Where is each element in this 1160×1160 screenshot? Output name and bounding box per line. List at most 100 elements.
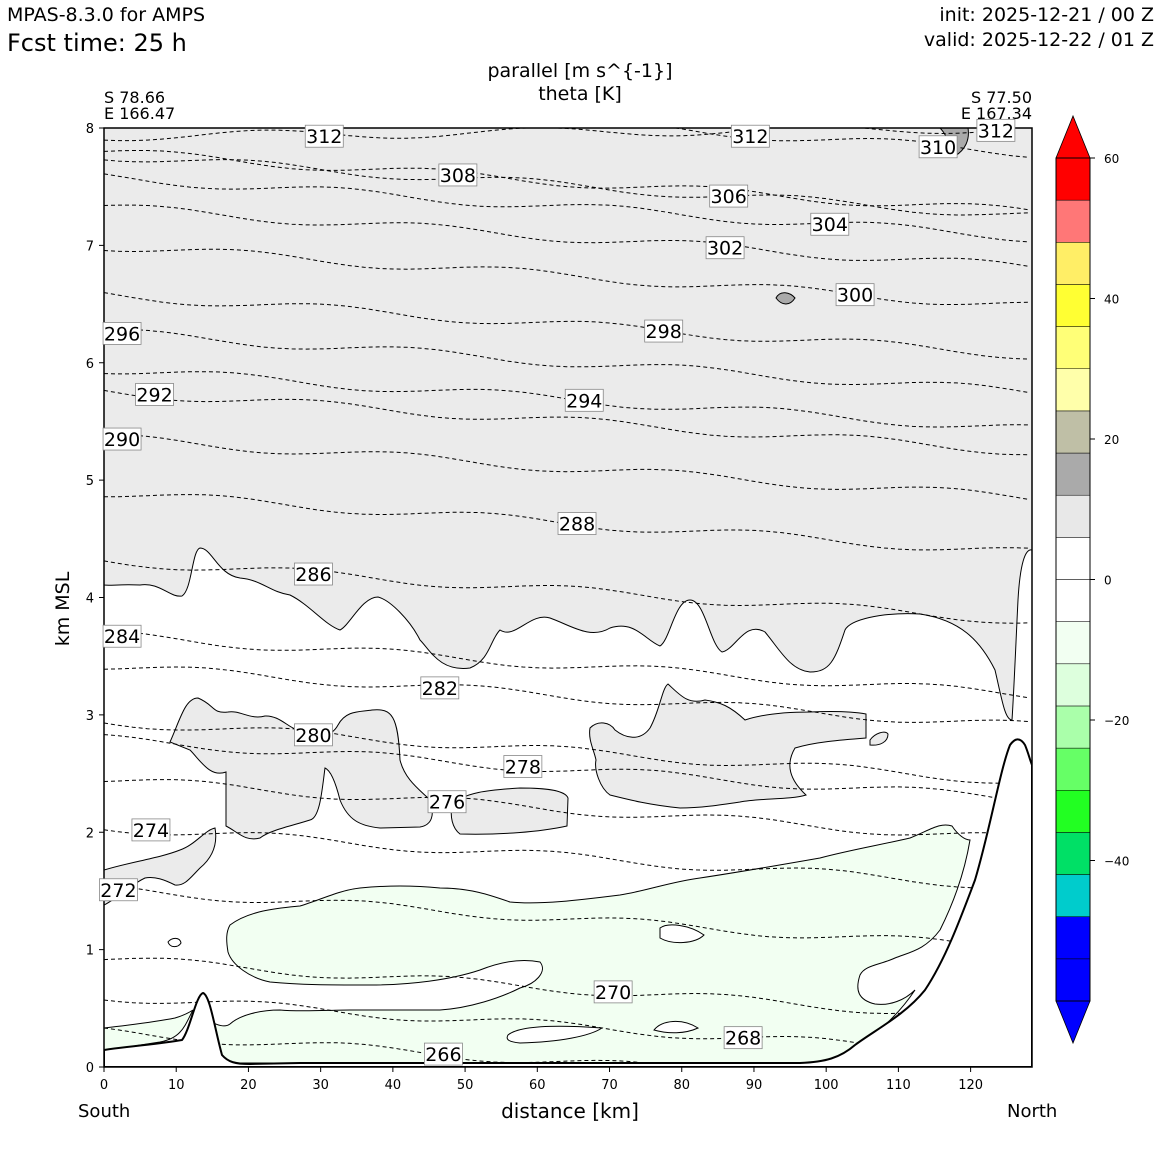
theta-line (104, 957, 1029, 1016)
theta-label: 306 (709, 184, 749, 208)
x-tick-label: 120 (958, 1078, 983, 1093)
theta-line (104, 150, 1029, 211)
colorbar-extend-max (1055, 114, 1091, 159)
x-ticks: 0 10 20 30 40 50 60 70 80 90 100 110 120 (100, 1067, 983, 1093)
theta-label-box (835, 283, 875, 307)
colorbar-extend-min (1055, 1000, 1091, 1045)
x-tick-label: 30 (312, 1078, 329, 1093)
colorbar-swatch (1055, 747, 1091, 791)
theta-line (104, 292, 1029, 360)
colorbar-swatch (1055, 621, 1091, 665)
theta-label: 308 (438, 163, 478, 187)
colorbar-swatch (1055, 368, 1091, 412)
theta-label-text: 308 (440, 165, 476, 187)
theta-label-text: 296 (104, 323, 140, 345)
terrain (104, 738, 1032, 1067)
north-label: North (1007, 1101, 1058, 1122)
theta-label: 288 (557, 512, 597, 536)
theta-line (104, 204, 1029, 267)
theta-line (104, 560, 1029, 624)
positive-wind-region (869, 731, 889, 746)
theta-line (104, 173, 1029, 243)
theta-label: 312 (304, 124, 344, 148)
theta-line (104, 630, 1029, 699)
x-tick-label: 70 (601, 1078, 618, 1093)
theta-label-text: 286 (295, 564, 331, 586)
theta-label-box (102, 624, 142, 648)
y-tick-label: 5 (86, 474, 94, 489)
theta-label-box (99, 878, 138, 902)
x-tick-label: 100 (814, 1078, 839, 1093)
theta-line (104, 734, 1029, 804)
theta-label: 270 (593, 980, 633, 1004)
theta-label: 266 (424, 1042, 463, 1066)
south-label: South (78, 1101, 131, 1122)
colorbar-swatch (1055, 452, 1091, 496)
colorbar-swatch (1055, 284, 1091, 327)
theta-label-box (102, 427, 142, 451)
terrain-surface (104, 738, 1032, 1067)
positive-wind-region (450, 787, 569, 835)
theta-label-box (976, 118, 1016, 142)
y-tick-label: 6 (86, 357, 94, 372)
theta-label-box (424, 1042, 463, 1066)
theta-line (104, 722, 1029, 784)
colorbar-swatch (1055, 958, 1091, 1002)
theta-label-text: 266 (425, 1044, 461, 1066)
chart-title-parallel: parallel [m s^{-1}] (487, 60, 673, 82)
theta-line (104, 829, 1029, 889)
theta-label: 302 (705, 236, 745, 260)
theta-label: 282 (420, 676, 460, 700)
theta-label: 272 (99, 878, 138, 902)
zero-wind-hole (506, 1025, 604, 1044)
theta-label-box (294, 562, 333, 586)
theta-label: 294 (564, 388, 604, 412)
colorbar-tick-label: −40 (1104, 855, 1129, 869)
colorbar-swatch (1055, 663, 1091, 707)
end-lon: E 167.34 (960, 104, 1032, 123)
theta-label-text: 272 (100, 880, 136, 902)
x-tick-label: 90 (746, 1078, 763, 1093)
theta-label-text: 300 (837, 285, 873, 307)
zero-wind-hole (659, 924, 705, 943)
theta-label-text: 312 (978, 120, 1014, 142)
theta-line (104, 248, 1029, 305)
theta-label: 274 (131, 818, 171, 842)
theta-label-text: 290 (104, 429, 140, 451)
y-tick-label: 1 (86, 944, 94, 959)
colorbar-swatch (1055, 579, 1091, 622)
theta-label-box (705, 236, 745, 260)
theta-line (104, 883, 1029, 954)
zero-wind-hole (653, 1021, 700, 1034)
theta-label-text: 302 (707, 238, 743, 260)
theta-label: 310 (918, 135, 958, 159)
colorbar-tick-label: 0 (1104, 574, 1112, 588)
theta-label-box (918, 135, 958, 159)
end-lat: S 77.50 (970, 88, 1032, 107)
theta-label-box (304, 124, 344, 148)
theta-label-text: 310 (920, 137, 956, 159)
theta-label-box (730, 124, 770, 148)
theta-label: 312 (730, 124, 770, 148)
colorbar-tick-label: −20 (1104, 714, 1129, 728)
theta-label-box (644, 319, 684, 343)
theta-label: 300 (835, 283, 875, 307)
theta-line (104, 433, 1029, 500)
theta-label: 286 (294, 562, 333, 586)
colorbar-swatch (1055, 326, 1091, 370)
theta-label-box (102, 322, 142, 345)
colorbar-swatch (1055, 916, 1091, 960)
theta-line (104, 779, 1029, 836)
theta-line (104, 159, 1029, 216)
theta-label: 278 (503, 755, 543, 779)
theta-label-box (557, 512, 597, 535)
theta-label-box (503, 755, 543, 778)
theta-label-box (810, 212, 850, 236)
y-ticks: 0 1 2 3 4 5 6 7 8 (86, 122, 104, 1076)
positive-wind-region (169, 697, 433, 840)
x-tick-label: 20 (240, 1078, 257, 1093)
theta-label-box (427, 790, 467, 814)
theta-line (104, 389, 1029, 456)
theta-label: 304 (810, 212, 850, 236)
